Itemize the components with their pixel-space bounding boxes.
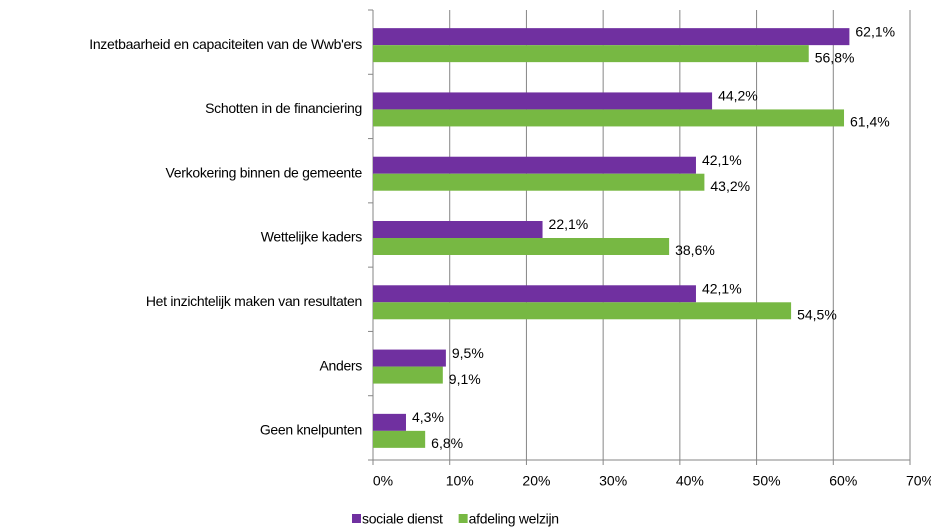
data-label: 42,1% — [702, 152, 742, 168]
data-label: 62,1% — [855, 23, 895, 39]
x-tick-label: 50% — [753, 473, 781, 489]
category-label: Het inzichtelijk maken van resultaten — [146, 293, 362, 309]
data-label: 38,6% — [675, 242, 715, 258]
data-label: 9,1% — [449, 371, 481, 387]
x-tick-label: 30% — [599, 473, 627, 489]
data-label: 44,2% — [718, 88, 758, 104]
legend-swatch — [458, 514, 468, 523]
x-tick-label: 70% — [906, 473, 931, 489]
category-label: Anders — [319, 357, 362, 373]
data-label: 54,5% — [797, 306, 837, 322]
data-label: 43,2% — [710, 178, 750, 194]
bar — [373, 92, 713, 110]
legend-label: afdeling welzijn — [469, 511, 559, 527]
bar — [373, 430, 426, 448]
x-tick-label: 60% — [829, 473, 857, 489]
data-label: 22,1% — [549, 216, 589, 232]
bar — [373, 221, 543, 238]
bar — [373, 156, 696, 174]
bar — [373, 238, 670, 255]
data-label: 56,8% — [815, 49, 855, 65]
data-label: 61,4% — [850, 114, 890, 130]
legend-swatch — [352, 514, 361, 523]
data-label: 4,3% — [412, 409, 444, 425]
bar — [373, 413, 406, 431]
legend-label: sociale dienst — [362, 511, 443, 527]
bar — [373, 366, 443, 384]
x-tick-label: 10% — [446, 473, 474, 489]
category-label: Inzetbaarheid en capaciteiten van de Wwb… — [89, 36, 362, 52]
bar — [373, 349, 446, 367]
bar — [373, 173, 705, 191]
x-tick-label: 40% — [676, 473, 704, 489]
category-label: Schotten in de financiering — [205, 100, 362, 116]
category-label: Wettelijke kaders — [261, 229, 363, 245]
bar — [373, 302, 792, 320]
bar — [373, 109, 845, 127]
bar — [373, 45, 809, 63]
data-label: 42,1% — [702, 280, 742, 296]
x-tick-label: 20% — [522, 473, 550, 489]
data-label: 9,5% — [452, 345, 484, 361]
x-tick-label: 0% — [373, 473, 393, 489]
category-label: Geen knelpunten — [260, 422, 362, 438]
bar — [373, 285, 696, 303]
category-label: Verkokering binnen de gemeente — [166, 164, 363, 180]
bar — [373, 28, 850, 46]
data-label: 6,8% — [431, 435, 463, 451]
